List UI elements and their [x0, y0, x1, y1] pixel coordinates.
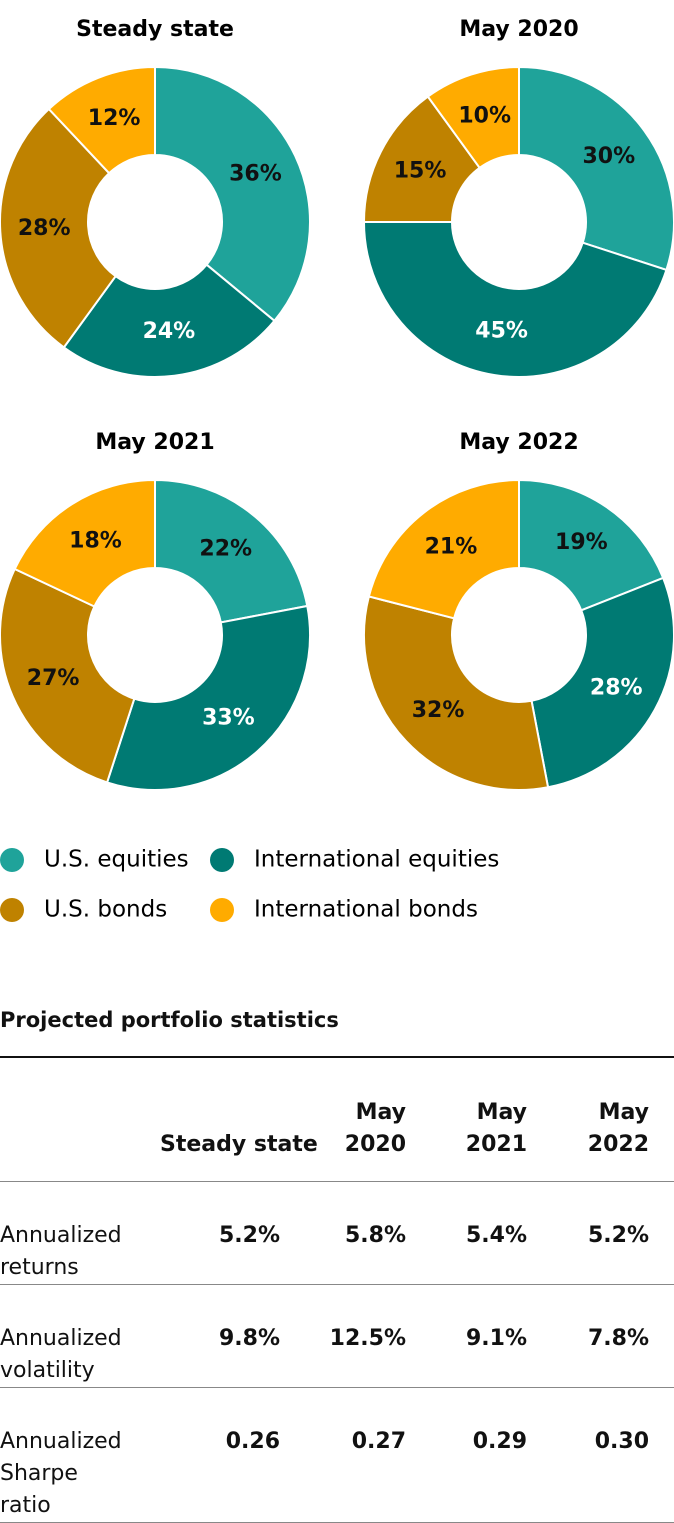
segment-label: 45% — [475, 319, 528, 344]
segment-label: 36% — [229, 162, 282, 187]
segment-label: 19% — [555, 530, 608, 555]
table-cell: 9.8% — [218, 1325, 280, 1351]
segment-label: 32% — [412, 698, 465, 723]
chart-title: Steady state — [76, 17, 234, 42]
segment-label: 27% — [27, 666, 80, 691]
segment-label: 21% — [425, 534, 478, 559]
table-row: Annualized volatility 9.8% 12.5% 9.1% 7.8% — [0, 1284, 674, 1387]
donut-segment — [362, 95, 482, 223]
segment-label: 28% — [18, 216, 71, 241]
stats-section: Projected portfolio statistics Steady st… — [0, 1000, 674, 1523]
legend-swatch — [210, 898, 234, 922]
legend-label: International bonds — [254, 897, 478, 923]
chart-title: May 2021 — [95, 430, 214, 455]
stats-table: Steady state May 2020 May 2021 May 2022 … — [0, 1056, 674, 1523]
table-cell: 0.30 — [594, 1428, 649, 1454]
segment-label: 28% — [590, 675, 643, 700]
charts: Steady state 36% 24% 28% 12% May 2020 30% 45% 15… — [0, 17, 674, 923]
legend-swatch — [0, 898, 24, 922]
segment-label: 22% — [199, 536, 252, 561]
column-header: May 2020 — [344, 1099, 406, 1157]
segment-label: 33% — [202, 705, 255, 730]
table-cell: 0.27 — [351, 1428, 406, 1454]
segment-label: 30% — [582, 144, 635, 169]
row-label-cell: Annualized returns — [0, 1181, 160, 1284]
legend-swatch — [210, 848, 234, 872]
table-row: Annualized returns 5.2% 5.8% 5.4% 5.2% — [0, 1181, 674, 1284]
header-cell: May 2022 — [527, 1057, 674, 1181]
column-header: May 2021 — [465, 1099, 527, 1157]
row-label: Annualized returns — [0, 1222, 122, 1280]
segment-label: 10% — [458, 103, 511, 128]
legend-label: International equities — [254, 847, 499, 873]
donut-segment — [518, 65, 674, 272]
header-cell: Steady state — [160, 1057, 318, 1181]
header-cell: May 2021 — [406, 1057, 527, 1181]
row-label-cell: Annualized volatility — [0, 1284, 160, 1387]
donut-segment — [362, 221, 668, 378]
header-row: Steady state May 2020 May 2021 May 2022 — [0, 1057, 674, 1181]
header-cell — [0, 1057, 160, 1181]
donut-segment — [105, 604, 311, 791]
donut-segment — [62, 263, 276, 378]
donut-segment — [367, 478, 520, 620]
row-label: Annualized volatility — [0, 1325, 122, 1383]
legend-label: U.S. bonds — [44, 897, 167, 923]
segment-label: 24% — [143, 319, 196, 344]
donut-segment — [0, 567, 136, 784]
header-cell: May 2020 — [280, 1057, 406, 1181]
table-cell: 9.1% — [465, 1325, 527, 1351]
table-cell: 7.8% — [587, 1325, 649, 1351]
table-title: Projected portfolio statistics — [0, 1008, 339, 1032]
table-cell: 0.29 — [472, 1428, 527, 1454]
column-header: May 2022 — [587, 1099, 649, 1157]
table-cell: 5.8% — [344, 1222, 406, 1248]
segment-label: 18% — [69, 528, 122, 553]
table-cell: 0.26 — [225, 1428, 280, 1454]
chart-title: May 2020 — [459, 17, 578, 42]
donut-segment — [518, 478, 665, 612]
row-label: Annualized Sharpe ratio — [0, 1428, 122, 1518]
donut-segment — [530, 576, 674, 789]
table-cell: 5.4% — [465, 1222, 527, 1248]
legend-swatch — [0, 848, 24, 872]
donut-segment — [154, 478, 309, 624]
donut-segment — [426, 65, 520, 170]
legend-label: U.S. equities — [44, 847, 189, 873]
table-cell: 5.2% — [587, 1222, 649, 1248]
segment-label: 15% — [394, 159, 447, 184]
table-cell: 5.2% — [218, 1222, 280, 1248]
segment-label: 12% — [88, 106, 141, 131]
column-header: Steady state — [160, 1131, 318, 1157]
donut-segment — [47, 65, 156, 175]
table-row: Annualized Sharpe ratio 0.26 0.27 0.29 0.30 — [0, 1387, 674, 1522]
donut-segment — [13, 478, 156, 608]
table-body: Annualized returns 5.2% 5.8% 5.4% 5.2% Annual… — [0, 1181, 674, 1522]
chart-title: May 2022 — [459, 430, 578, 455]
donut-segment — [0, 107, 118, 349]
donut-segment — [363, 595, 550, 791]
table-cell: 12.5% — [329, 1325, 406, 1351]
donut-segment — [154, 65, 311, 323]
row-label-cell: Annualized Sharpe ratio — [0, 1387, 160, 1522]
